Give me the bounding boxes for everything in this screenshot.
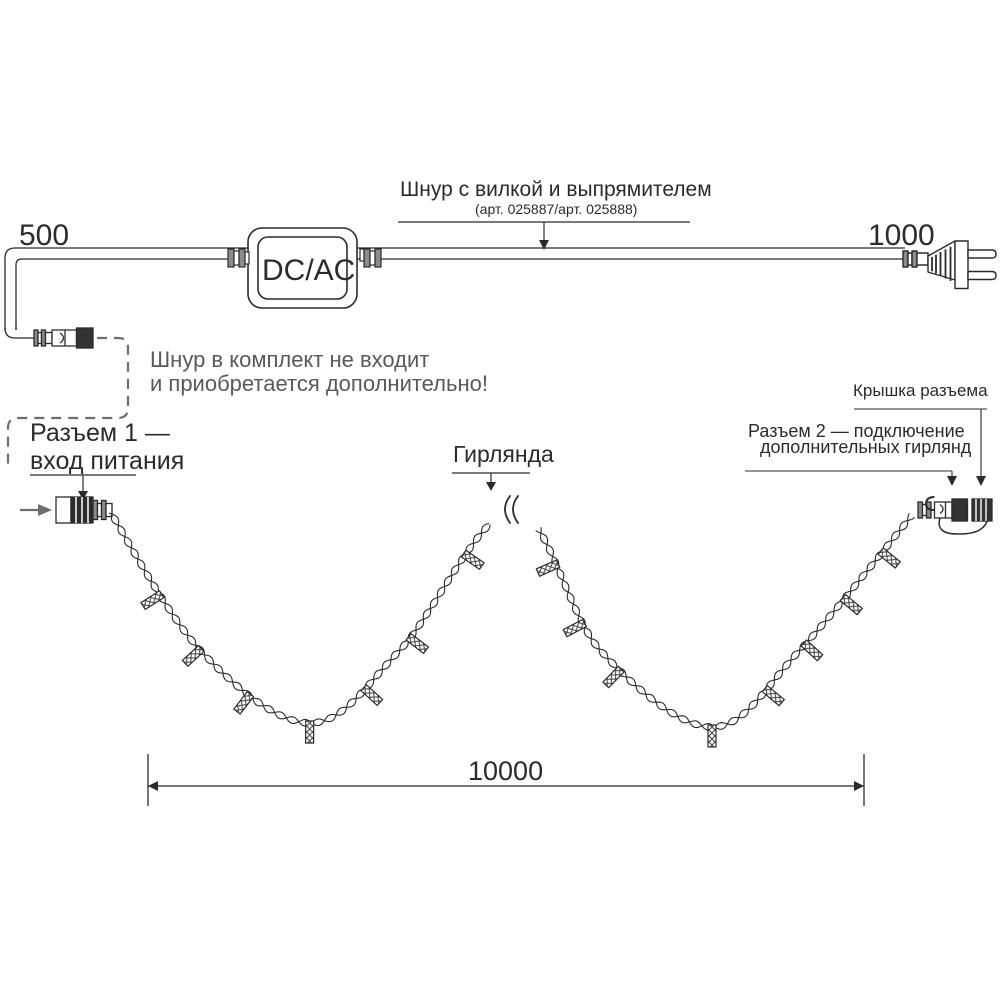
svg-text:Гирлянда: Гирлянда <box>453 441 554 467</box>
svg-text:вход питания: вход питания <box>30 447 184 475</box>
svg-text:(арт. 025887/арт. 025888): (арт. 025887/арт. 025888) <box>475 201 637 217</box>
svg-text:дополнительных гирлянд: дополнительных гирлянд <box>760 437 972 457</box>
svg-text:1000: 1000 <box>868 219 935 252</box>
svg-text:10000: 10000 <box>468 756 543 786</box>
svg-text:Шнур в комплект не входит: Шнур в комплект не входит <box>150 347 429 372</box>
svg-text:500: 500 <box>19 219 69 252</box>
svg-text:Разъем 1 —: Разъем 1 — <box>30 419 170 447</box>
svg-text:Крышка разъема: Крышка разъема <box>853 381 988 400</box>
svg-text:Шнур с вилкой и выпрямителем: Шнур с вилкой и выпрямителем <box>400 178 712 201</box>
svg-text:и приобретается дополнительно!: и приобретается дополнительно! <box>150 371 488 396</box>
svg-text:DC/AC: DC/AC <box>262 254 355 287</box>
